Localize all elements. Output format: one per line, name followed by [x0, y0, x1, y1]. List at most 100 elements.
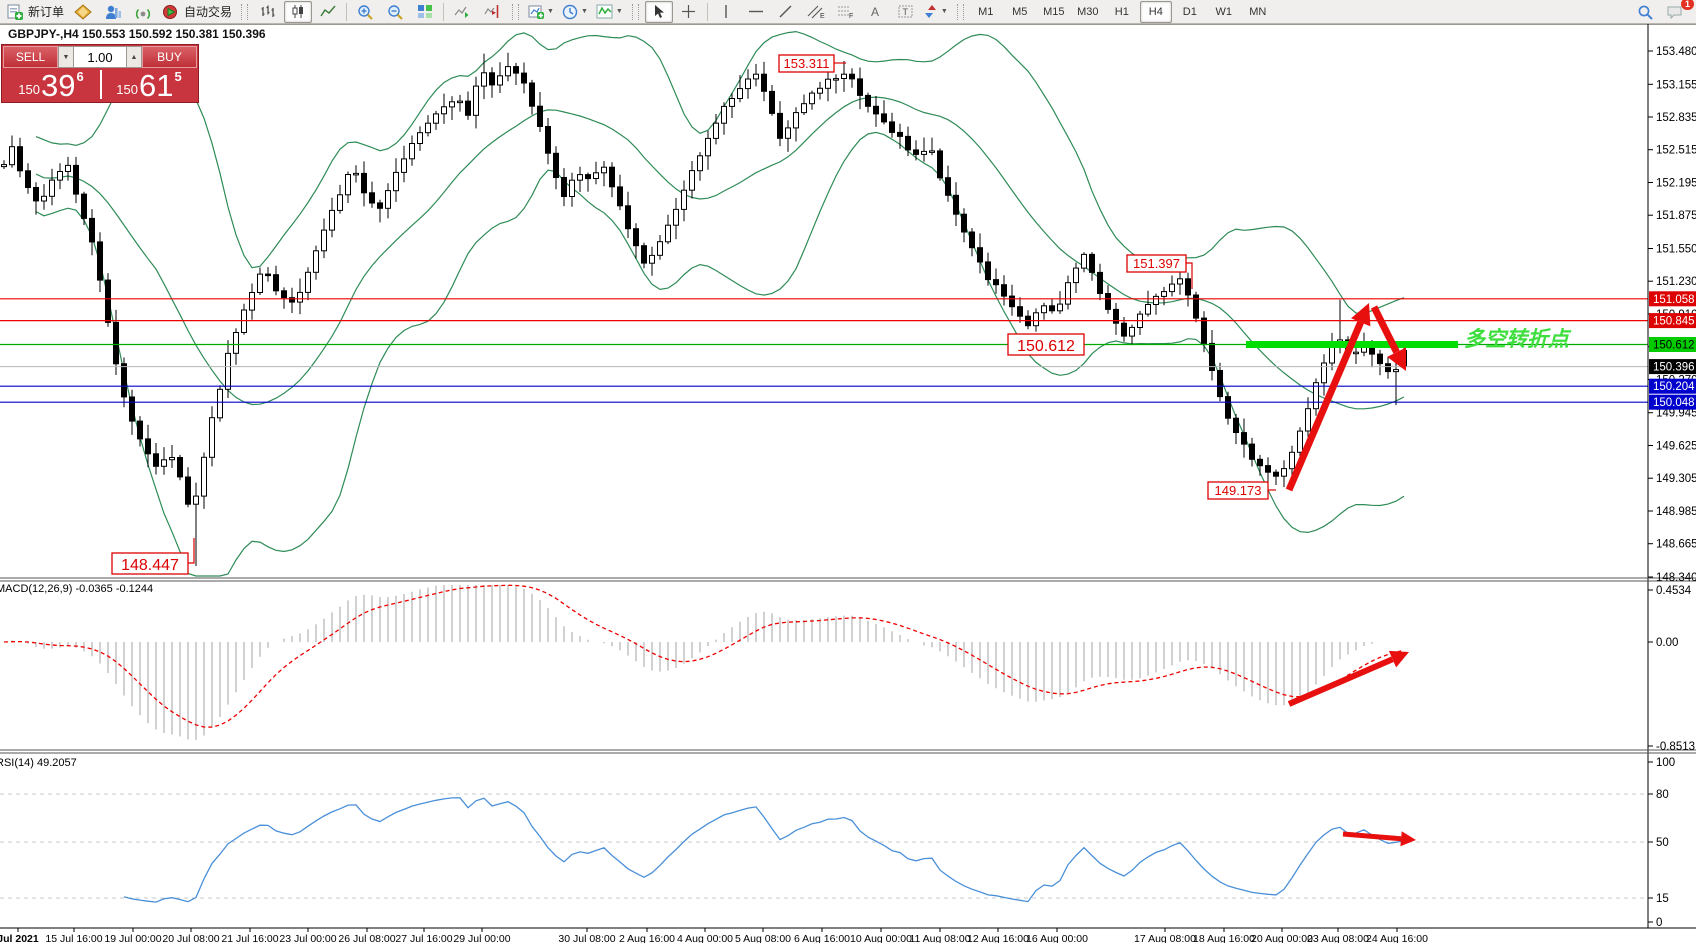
chat-button[interactable]: 1: [1661, 0, 1694, 23]
svg-text:149.625: 149.625: [1656, 441, 1696, 453]
text-a-icon: A: [871, 5, 879, 19]
fibonacci-tool-button[interactable]: F: [832, 1, 860, 23]
auto-scroll-button[interactable]: [448, 1, 476, 23]
svg-text:151.230: 151.230: [1656, 276, 1696, 288]
fibonacci-icon: F: [837, 6, 853, 19]
sell-price[interactable]: 150 39 6: [2, 68, 100, 101]
zoom-out-button[interactable]: [381, 1, 409, 23]
text-tool-button[interactable]: A: [862, 1, 890, 23]
auto-trading-label: 自动交易: [184, 5, 233, 19]
candlestick-mode-button[interactable]: [284, 0, 313, 23]
timeframe-d1-button[interactable]: D1: [1182, 5, 1197, 18]
zoom-in-button[interactable]: [351, 1, 379, 23]
svg-text:148.985: 148.985: [1656, 506, 1696, 518]
svg-text:152.515: 152.515: [1656, 145, 1696, 157]
cursor-tool-button[interactable]: [644, 0, 673, 23]
search-button[interactable]: [1631, 1, 1659, 23]
volume-decrease-button[interactable]: ▼: [58, 46, 74, 68]
timeframe-m5-button[interactable]: M5: [1012, 5, 1028, 18]
channel-tool-button[interactable]: E: [802, 1, 830, 23]
svg-text:148.447: 148.447: [121, 557, 179, 574]
timeframe-m15-button[interactable]: M15: [1043, 5, 1065, 18]
equidistant-channel-icon: E: [807, 5, 825, 19]
svg-text:151.875: 151.875: [1656, 210, 1696, 222]
timeframe-m1-button[interactable]: M1: [978, 5, 994, 18]
line-chart-mode-button[interactable]: [314, 1, 342, 23]
svg-text:20 Jul 08:00: 20 Jul 08:00: [162, 933, 219, 943]
text-label-tool-button[interactable]: T: [892, 1, 920, 23]
new-order-button[interactable]: 新订单: [4, 1, 67, 23]
time-axis[interactable]: Jul 2021 15 Jul 16:00 19 Jul 00:00 20 Jul 0…: [0, 928, 1428, 943]
new-chart-icon: [528, 5, 545, 19]
zoom-in-icon: [357, 4, 373, 20]
horizontal-line-tool-button[interactable]: [742, 1, 770, 23]
svg-text:23 Jul 00:00: 23 Jul 00:00: [279, 933, 336, 943]
new-order-label: 新订单: [28, 5, 65, 19]
timeframe-h4-button[interactable]: H4: [1139, 0, 1172, 23]
svg-text:RSI(14) 49.2057: RSI(14) 49.2057: [0, 757, 77, 769]
buy-button[interactable]: BUY: [142, 46, 197, 68]
toolbar-drag-handle[interactable]: [631, 3, 639, 20]
arrow-objects-icon: [924, 5, 936, 18]
search-icon: [1638, 5, 1653, 20]
buy-price[interactable]: 150 61 5: [100, 68, 198, 101]
svg-text:26 Jul 08:00: 26 Jul 08:00: [338, 933, 395, 943]
timeframe-w1-button[interactable]: W1: [1215, 5, 1233, 18]
svg-text:150.845: 150.845: [1653, 316, 1695, 328]
toolbar: 新订单 自动交易: [0, 0, 1696, 24]
tile-windows-button[interactable]: [411, 1, 439, 23]
svg-text:10 Aug 00:00: 10 Aug 00:00: [850, 933, 912, 943]
svg-text:F: F: [849, 13, 853, 19]
svg-text:50: 50: [1656, 837, 1669, 849]
market-button[interactable]: [99, 1, 127, 23]
svg-text:149.305: 149.305: [1656, 473, 1696, 485]
svg-text:21 Jul 16:00: 21 Jul 16:00: [221, 933, 278, 943]
svg-text:18 Aug 16:00: 18 Aug 16:00: [1193, 933, 1255, 943]
price-callout-148.447: 148.447: [111, 552, 189, 575]
trend-arrow-macd: [1287, 650, 1409, 707]
new-chart-button[interactable]: ▼: [525, 1, 557, 23]
trendline-tool-button[interactable]: [772, 1, 800, 23]
toolbar-drag-handle[interactable]: [512, 3, 520, 20]
trend-arrow-main: [1370, 305, 1406, 371]
arrows-tool-button[interactable]: ▼: [922, 1, 951, 23]
svg-text:151.058: 151.058: [1653, 294, 1695, 306]
svg-text:152.195: 152.195: [1656, 178, 1696, 190]
timeframe-h1-button[interactable]: H1: [1114, 5, 1129, 18]
svg-text:148.340: 148.340: [1656, 572, 1696, 584]
crosshair-icon: [682, 5, 696, 18]
svg-text:24 Aug 16:00: 24 Aug 16:00: [1366, 933, 1428, 943]
bar-chart-mode-button[interactable]: [254, 1, 282, 23]
signals-button[interactable]: [129, 1, 157, 23]
svg-text:150.048: 150.048: [1653, 397, 1695, 409]
auto-scroll-icon: [454, 6, 469, 18]
annotation-objects[interactable]: 153.311 151.397 150.612 149.173 148.447 多空转折点: [111, 54, 1572, 847]
svg-text:2 Aug 16:00: 2 Aug 16:00: [619, 933, 675, 943]
one-click-trading-panel: SELL ▼ 1.00 ▲ BUY 150 39 6 150 61 5: [1, 44, 199, 103]
vertical-line-tool-button[interactable]: [712, 1, 740, 23]
volume-increase-button[interactable]: ▲: [126, 46, 142, 68]
indicators-button[interactable]: ▼: [593, 1, 626, 23]
candlestick-icon: [292, 5, 304, 18]
chat-badge: 1: [1680, 0, 1694, 10]
toolbar-drag-handle[interactable]: [956, 3, 964, 20]
trend-arrow-main: [1285, 303, 1371, 492]
svg-text:16 Aug 00:00: 16 Aug 00:00: [1026, 933, 1088, 943]
svg-text:30 Jul 08:00: 30 Jul 08:00: [558, 933, 615, 943]
timeframe-mn-button[interactable]: MN: [1249, 5, 1267, 18]
price-axis[interactable]: 153.480 153.155 152.835 152.515 152.195 151.8…: [0, 24, 1696, 943]
volume-input[interactable]: 1.00: [74, 46, 126, 68]
auto-trading-button[interactable]: 自动交易: [159, 1, 235, 23]
new-order-icon: [7, 4, 23, 20]
profiles-button[interactable]: ▼: [559, 1, 591, 23]
toolbar-drag-handle[interactable]: [241, 3, 249, 20]
svg-text:149.173: 149.173: [1215, 483, 1262, 498]
timeframe-m30-button[interactable]: M30: [1077, 5, 1099, 18]
chart-shift-button[interactable]: [478, 1, 506, 23]
sell-button[interactable]: SELL: [3, 46, 58, 68]
zoom-out-icon: [387, 4, 403, 20]
crosshair-tool-button[interactable]: [675, 1, 703, 23]
metaeditor-button[interactable]: [69, 1, 97, 23]
